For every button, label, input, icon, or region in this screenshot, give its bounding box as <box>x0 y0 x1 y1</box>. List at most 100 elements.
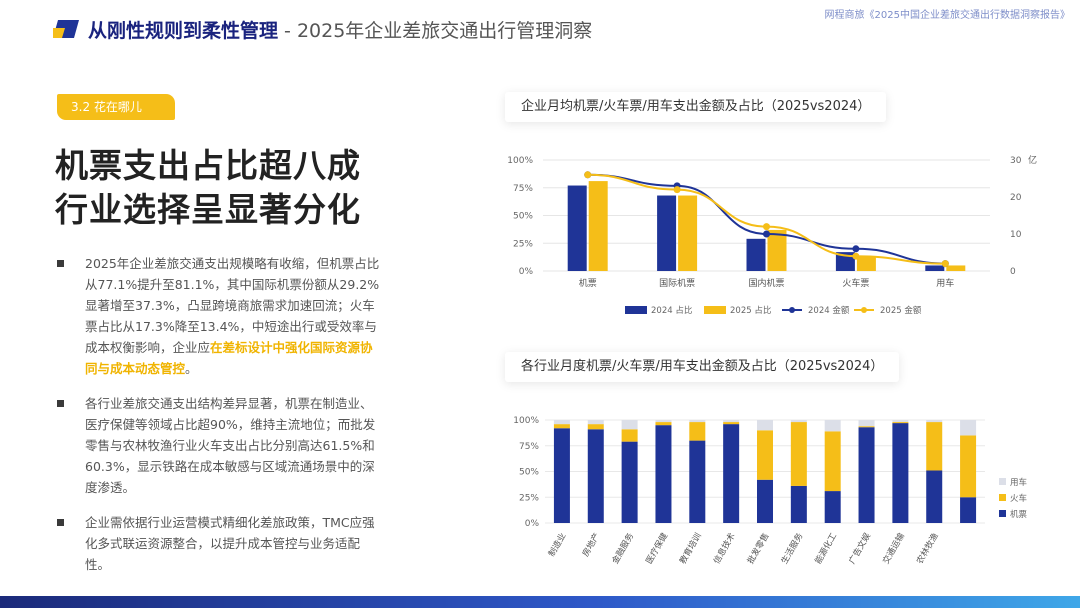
line-point <box>584 171 592 179</box>
stacked-bar-segment <box>824 491 841 523</box>
left-tick-label: 25% <box>513 239 533 249</box>
left-tick-label: 25% <box>519 493 539 503</box>
stacked-bar-segment <box>689 440 706 523</box>
stacked-bar-segment <box>824 420 841 432</box>
left-tick-label: 50% <box>519 468 539 478</box>
left-tick-label: 50% <box>513 212 533 222</box>
x-tick-label: 生活服务 <box>779 531 806 566</box>
x-tick-label: 广告文娱 <box>847 531 874 566</box>
legend-swatch <box>704 306 726 314</box>
stacked-bar-segment <box>790 485 807 523</box>
stacked-bar-segment <box>587 420 604 425</box>
stacked-bar-segment <box>587 424 604 430</box>
stacked-bar-segment <box>926 422 943 471</box>
stacked-bar-segment <box>757 420 773 431</box>
x-tick-label: 用车 <box>936 277 954 289</box>
stacked-bar-segment <box>790 420 807 423</box>
right-tick-label: 10 <box>1010 230 1022 240</box>
left-tick-label: 75% <box>513 184 533 194</box>
stacked-bar-segment <box>689 422 706 441</box>
bar <box>767 229 787 271</box>
x-tick-label: 国内机票 <box>748 277 784 289</box>
brand-logo-icon <box>53 20 79 38</box>
bullet-item: 2025年企业差旅交通支出规模略有收缩，但机票占比从77.1%提升至81.1%，… <box>55 253 381 379</box>
left-tick-label: 75% <box>519 442 539 452</box>
headline-line-1: 机票支出占比超八成 <box>55 146 361 185</box>
header-title-separator: - <box>278 20 297 42</box>
line-point <box>852 252 860 260</box>
legend-label: 2024 金额 <box>808 305 850 316</box>
stacked-bar-segment <box>621 420 638 430</box>
report-source-tag: 网程商旅《2025中国企业差旅交通出行数据洞察报告》 <box>824 10 1070 21</box>
bullet-square-icon <box>57 260 64 267</box>
x-tick-label: 房地产 <box>580 531 602 559</box>
stacked-bar-segment <box>824 431 841 492</box>
chart1-title: 企业月均机票/火车票/用车支出金额及占比（2025vs2024） <box>505 92 887 122</box>
left-tick-label: 100% <box>513 416 539 426</box>
stacked-bar-segment <box>960 497 977 523</box>
left-tick-label: 0% <box>525 519 540 529</box>
x-tick-label: 金融服务 <box>610 531 637 566</box>
bullet-tail: 。 <box>185 361 198 376</box>
x-tick-label: 能源化工 <box>813 531 840 566</box>
stacked-bar-segment <box>926 470 943 523</box>
stacked-bar-segment <box>892 423 909 523</box>
left-tick-label: 0% <box>519 267 534 277</box>
right-axis-unit: 亿 <box>1028 154 1037 166</box>
x-tick-label: 国际机票 <box>659 277 695 289</box>
headline-line-2: 行业选择呈显著分化 <box>55 190 361 229</box>
bar <box>678 195 698 271</box>
bar <box>856 256 876 271</box>
bullet-text: 2025年企业差旅交通支出规模略有收缩，但机票占比从77.1%提升至81.1%，… <box>85 256 380 355</box>
x-tick-label: 信息技术 <box>711 531 738 566</box>
stacked-bar-segment <box>553 420 570 425</box>
stacked-bar-segment <box>858 420 875 427</box>
legend-label: 火车 <box>1010 493 1027 504</box>
stacked-bar-segment <box>655 420 672 423</box>
legend-marker <box>861 307 867 313</box>
stacked-bar-segment <box>757 430 773 480</box>
stacked-bar-segment <box>655 425 672 523</box>
bar <box>946 265 966 271</box>
legend-label: 用车 <box>1010 477 1027 488</box>
bar <box>925 265 945 271</box>
legend-label: 2025 占比 <box>730 305 771 316</box>
legend-swatch <box>999 510 1006 517</box>
legend-marker <box>789 307 795 313</box>
page-header-title: 从刚性规则到柔性管理 - 2025年企业差旅交通出行管理洞察 <box>88 16 592 43</box>
stacked-bar-segment <box>587 429 604 523</box>
line-point <box>673 186 681 194</box>
page-headline: 机票支出占比超八成 行业选择呈显著分化 <box>55 144 361 232</box>
stacked-bar-segment <box>621 441 638 523</box>
stacked-bar-segment <box>892 420 909 423</box>
x-tick-label: 批发零售 <box>745 531 772 566</box>
stacked-bar-segment <box>553 428 570 523</box>
bar <box>567 185 587 271</box>
stacked-bar-segment <box>926 420 943 423</box>
line-point <box>763 223 770 231</box>
bar <box>657 195 677 271</box>
right-tick-label: 30 <box>1010 156 1022 166</box>
stacked-bar-segment <box>960 420 977 436</box>
stacked-bar-segment <box>655 422 672 426</box>
bullet-text: 企业需依据行业运营模式精细化差旅政策，TMC应强化多式联运资源整合，以提升成本管… <box>85 515 375 572</box>
legend-label: 2024 占比 <box>651 305 692 316</box>
bullet-item: 各行业差旅交通支出结构差异显著，机票在制造业、医疗保健等领域占比超90%，维持主… <box>55 393 381 498</box>
x-tick-label: 机票 <box>579 277 597 289</box>
stacked-bar-segment <box>892 422 909 424</box>
right-tick-label: 0 <box>1010 267 1016 277</box>
stacked-bar-segment <box>790 422 807 486</box>
stacked-bar-segment <box>858 426 875 428</box>
legend-swatch <box>625 306 647 314</box>
legend-swatch <box>999 478 1006 485</box>
section-tag: 3.2 花在哪儿 <box>57 94 175 120</box>
x-tick-label: 制造业 <box>546 531 568 559</box>
stacked-bar-segment <box>553 424 570 429</box>
x-tick-label: 教育培训 <box>677 531 704 566</box>
line-point <box>763 230 770 238</box>
stacked-bar-segment <box>960 435 977 498</box>
bullet-item: 企业需依据行业运营模式精细化差旅政策，TMC应强化多式联运资源整合，以提升成本管… <box>55 512 381 575</box>
bullet-highlight: 在差标设计中强化国际资源协同与成本动态管控 <box>85 340 373 376</box>
